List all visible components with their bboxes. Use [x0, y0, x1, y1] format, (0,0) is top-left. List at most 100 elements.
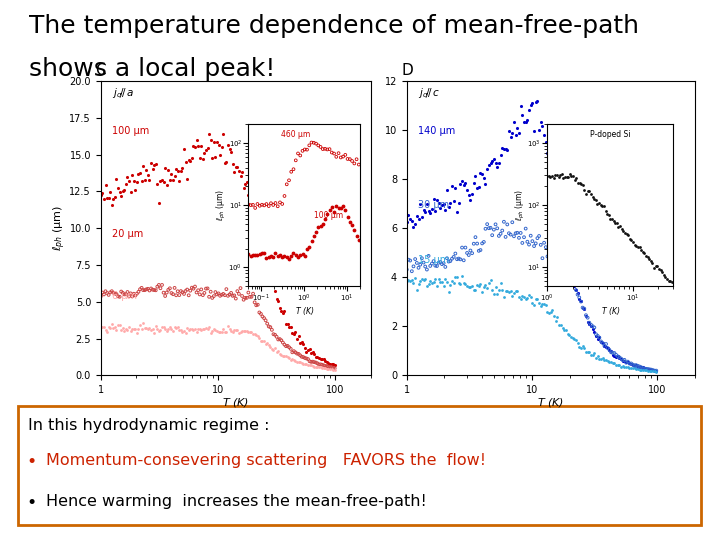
- Point: [156, 281, 168, 289]
- Point: [258, 314, 270, 322]
- Point: [159, 164, 171, 172]
- Point: [247, 192, 258, 201]
- Point: [500, 233, 511, 241]
- Point: [318, 361, 330, 370]
- Point: [565, 264, 577, 273]
- Point: [333, 149, 344, 158]
- Point: [456, 176, 468, 185]
- Point: [608, 352, 620, 360]
- Point: [220, 158, 232, 167]
- Point: [443, 257, 454, 266]
- Point: [548, 174, 559, 183]
- Point: [552, 201, 563, 210]
- Point: [541, 308, 553, 316]
- Point: [418, 206, 429, 214]
- Point: [326, 148, 338, 157]
- Point: [637, 247, 649, 256]
- Point: [520, 224, 531, 233]
- Point: [103, 323, 114, 332]
- Point: [622, 231, 634, 239]
- Point: [272, 202, 284, 211]
- Point: [497, 144, 508, 153]
- Point: [583, 320, 595, 328]
- Point: [304, 361, 315, 369]
- Point: [301, 347, 312, 356]
- Point: [109, 289, 121, 298]
- Point: [585, 320, 597, 329]
- Point: [654, 266, 666, 274]
- Point: [627, 360, 639, 369]
- Point: [416, 212, 428, 221]
- Point: [293, 358, 305, 367]
- Point: [560, 262, 572, 271]
- Point: [544, 241, 555, 250]
- Point: [448, 279, 459, 288]
- Text: 6 μm: 6 μm: [112, 291, 137, 301]
- Point: [233, 289, 245, 298]
- Point: [562, 329, 573, 338]
- Point: [238, 184, 249, 192]
- Point: [161, 288, 173, 297]
- Point: [235, 172, 246, 180]
- Point: [590, 330, 602, 339]
- Point: [102, 289, 113, 298]
- Point: [220, 327, 232, 336]
- Point: [611, 352, 622, 361]
- Point: [603, 346, 615, 354]
- Point: [328, 363, 339, 372]
- Point: [569, 335, 580, 343]
- Point: [179, 145, 190, 154]
- Point: [624, 363, 635, 372]
- Point: [122, 173, 133, 181]
- Point: [288, 329, 300, 338]
- Point: [593, 333, 605, 342]
- Point: [321, 357, 333, 366]
- Point: [305, 361, 317, 369]
- Point: [228, 291, 240, 300]
- Point: [194, 325, 205, 334]
- Point: [544, 137, 555, 146]
- Point: [421, 265, 433, 274]
- Text: Momentum-consevering scattering   FAVORS the  flow!: Momentum-consevering scattering FAVORS t…: [45, 453, 485, 468]
- Point: [238, 327, 249, 335]
- Point: [609, 218, 621, 227]
- Point: [613, 353, 625, 362]
- Point: [203, 129, 215, 138]
- Point: [528, 242, 540, 251]
- X-axis label: $T$ (K): $T$ (K): [294, 305, 314, 317]
- Point: [535, 240, 546, 249]
- Point: [98, 323, 109, 332]
- Point: [188, 326, 199, 334]
- Text: 100 μm: 100 μm: [112, 126, 149, 136]
- Point: [142, 285, 153, 293]
- Point: [145, 325, 157, 334]
- Point: [621, 362, 632, 371]
- Point: [650, 262, 662, 271]
- Point: [554, 257, 565, 266]
- Point: [454, 255, 466, 264]
- Point: [252, 300, 264, 309]
- Point: [266, 344, 278, 353]
- Point: [493, 232, 505, 240]
- Point: [159, 325, 171, 334]
- Point: [283, 254, 294, 263]
- Point: [530, 97, 541, 106]
- Point: [159, 292, 171, 300]
- Point: [176, 164, 188, 172]
- Point: [525, 293, 536, 301]
- Point: [644, 255, 655, 264]
- Point: [164, 284, 176, 293]
- Point: [200, 323, 212, 332]
- Point: [483, 160, 495, 169]
- Point: [521, 293, 533, 302]
- Point: [304, 345, 315, 354]
- Point: [570, 286, 582, 294]
- Point: [191, 288, 202, 297]
- Point: [497, 286, 508, 294]
- Point: [545, 308, 557, 317]
- Point: [309, 362, 320, 371]
- Point: [282, 353, 293, 361]
- Point: [528, 301, 540, 309]
- Point: [458, 279, 469, 287]
- Point: [428, 257, 439, 266]
